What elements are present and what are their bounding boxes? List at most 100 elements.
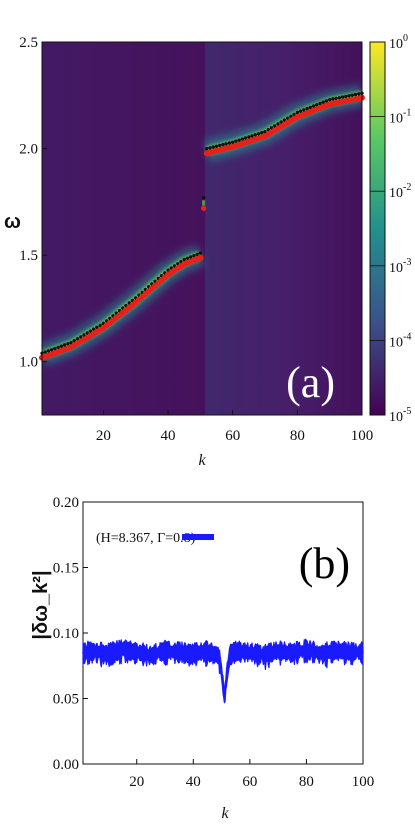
black-marker bbox=[350, 93, 354, 97]
series-point bbox=[135, 651, 138, 654]
black-marker bbox=[231, 140, 235, 144]
mode-markers bbox=[39, 91, 365, 361]
x-tick-label: 40 bbox=[161, 428, 176, 444]
black-marker bbox=[192, 254, 196, 258]
black-marker bbox=[56, 345, 60, 350]
x-tick-label: 60 bbox=[242, 774, 257, 790]
y-tick-label: 2.5 bbox=[19, 35, 38, 51]
colorbar-tick-label: 100 bbox=[389, 33, 408, 52]
colorbar-tick-label: 10-5 bbox=[389, 406, 411, 425]
series-point bbox=[229, 653, 231, 655]
black-marker bbox=[208, 146, 212, 150]
black-marker bbox=[318, 101, 322, 106]
y-tick-label: 2.0 bbox=[19, 142, 38, 158]
black-marker bbox=[331, 97, 335, 101]
series-point bbox=[348, 651, 350, 654]
black-marker bbox=[46, 349, 51, 353]
black-marker bbox=[298, 109, 303, 113]
series-point bbox=[249, 651, 251, 654]
series-point bbox=[150, 654, 152, 657]
black-marker bbox=[59, 344, 64, 348]
series-point bbox=[319, 653, 322, 655]
x-tick-label: 100 bbox=[351, 428, 374, 444]
y-tick-label: 0.05 bbox=[53, 692, 79, 708]
black-marker bbox=[43, 350, 47, 354]
black-marker bbox=[182, 257, 186, 262]
black-marker bbox=[315, 103, 319, 107]
black-marker bbox=[260, 131, 264, 135]
black-marker bbox=[227, 141, 232, 145]
red-marker bbox=[197, 254, 204, 261]
colorbar-tick-label: 10-1 bbox=[389, 108, 411, 127]
black-marker bbox=[308, 105, 312, 110]
black-marker bbox=[234, 139, 238, 143]
black-marker bbox=[305, 106, 309, 111]
series-point bbox=[223, 697, 226, 700]
series-point bbox=[263, 654, 265, 657]
black-marker bbox=[273, 124, 277, 128]
line-panel: 20 40 60 80 100 0.00 0.05 0.10 0.15 0.20 k |δω_k… bbox=[30, 495, 374, 822]
series-point bbox=[234, 650, 237, 653]
black-marker bbox=[218, 143, 222, 148]
colorbar-tick-label: 10-2 bbox=[389, 182, 411, 201]
x-tick-label: 80 bbox=[299, 774, 314, 790]
x-tick-label: 80 bbox=[290, 428, 305, 444]
heatmap-panel: 20 40 60 80 100 1.0 1.5 2.0 2.5 k ω (a) bbox=[4, 35, 373, 469]
series-point bbox=[107, 653, 110, 655]
red-marker bbox=[201, 205, 207, 211]
colorbar-bar bbox=[369, 41, 386, 416]
y-tick-label: 1.5 bbox=[19, 248, 38, 264]
y-tick-label: 0.20 bbox=[53, 495, 79, 511]
series-band bbox=[82, 638, 364, 704]
black-marker bbox=[224, 142, 228, 146]
black-marker bbox=[334, 96, 338, 101]
series-point bbox=[82, 651, 84, 654]
black-marker bbox=[328, 98, 332, 102]
black-marker bbox=[66, 342, 70, 346]
black-marker bbox=[195, 252, 199, 257]
colorbar-tick-label: 10-3 bbox=[389, 257, 411, 276]
series-point bbox=[192, 653, 195, 655]
black-marker bbox=[189, 255, 193, 259]
black-marker bbox=[211, 145, 215, 149]
x-tick-label: 20 bbox=[129, 774, 144, 790]
x-tick-label: 100 bbox=[352, 774, 375, 790]
black-marker bbox=[256, 132, 261, 136]
black-marker bbox=[337, 96, 342, 100]
colorbar-tick-label: 10-4 bbox=[389, 331, 411, 350]
y-tick-label: 0.10 bbox=[53, 626, 79, 642]
series-point bbox=[164, 650, 166, 653]
y-tick-label: 0.00 bbox=[53, 757, 79, 773]
x-tick-label: 40 bbox=[186, 774, 201, 790]
series-point bbox=[220, 671, 223, 674]
black-marker bbox=[62, 343, 67, 347]
black-marker bbox=[357, 92, 361, 96]
panel-a-label: (a) bbox=[286, 358, 335, 407]
panel-b-label: (b) bbox=[299, 539, 350, 588]
black-marker bbox=[311, 104, 316, 108]
black-marker bbox=[344, 94, 348, 99]
line-x-ticks: 20 40 60 80 100 bbox=[129, 759, 374, 790]
series-point bbox=[362, 651, 364, 654]
black-marker bbox=[221, 143, 225, 147]
series-point bbox=[93, 650, 96, 653]
y-tick-label: 0.15 bbox=[53, 561, 79, 577]
line-frame bbox=[82, 501, 364, 765]
black-marker bbox=[243, 136, 248, 140]
black-marker bbox=[50, 348, 54, 352]
line-y-ticks: 0.00 0.05 0.10 0.15 0.20 bbox=[53, 495, 88, 773]
black-marker bbox=[72, 339, 77, 343]
black-marker bbox=[302, 108, 306, 112]
heatmap-y-ticks: 1.0 1.5 2.0 2.5 bbox=[19, 35, 47, 371]
black-marker bbox=[240, 137, 245, 141]
series-point bbox=[178, 651, 180, 654]
heatmap-y-label: ω bbox=[4, 211, 21, 233]
series-point bbox=[218, 655, 220, 658]
black-marker bbox=[205, 147, 209, 151]
black-marker bbox=[95, 325, 99, 329]
black-marker bbox=[340, 95, 345, 99]
black-marker bbox=[53, 346, 57, 351]
x-tick-label: 20 bbox=[96, 428, 111, 444]
black-marker bbox=[353, 92, 358, 97]
